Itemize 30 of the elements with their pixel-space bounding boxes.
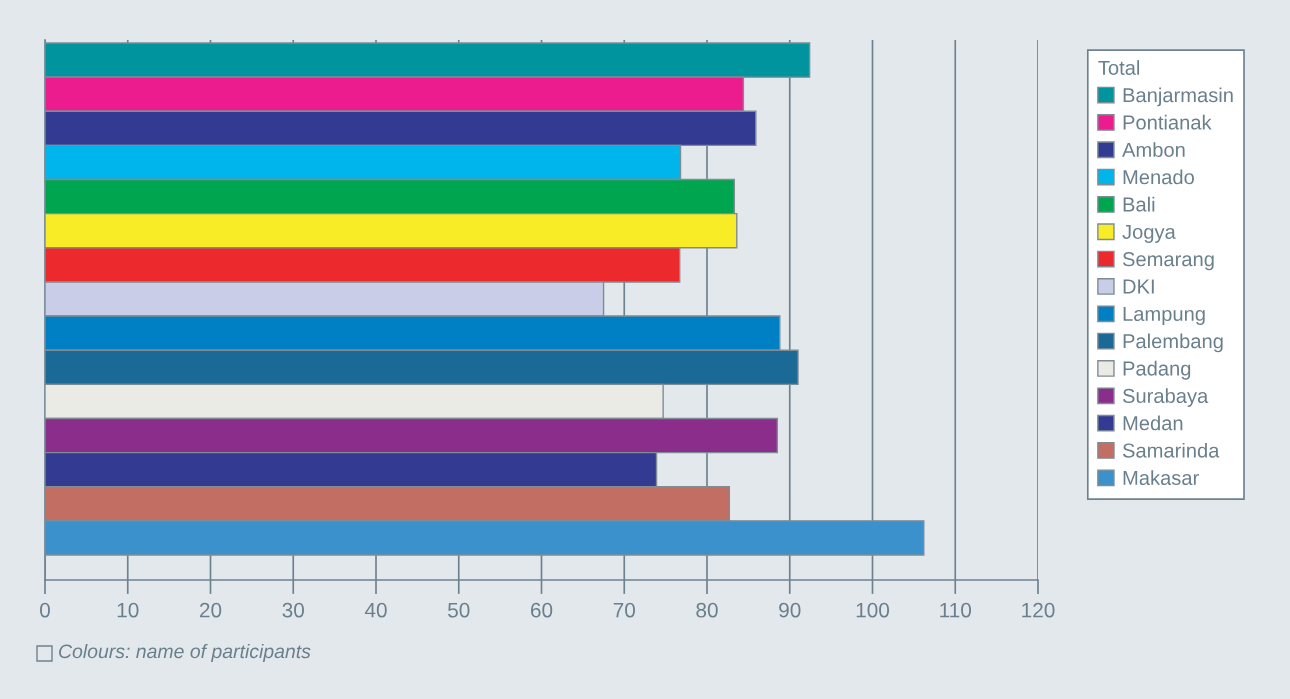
legend-label: Semarang (1122, 252, 1214, 271)
x-tick-label: 80 (696, 602, 718, 618)
x-tick-label: 10 (117, 602, 139, 618)
legend-label: Medan (1123, 415, 1183, 431)
x-tick-label: 70 (613, 602, 636, 618)
legend-label: Pontianak (1123, 114, 1212, 130)
x-tick-label: 30 (282, 602, 305, 618)
legend-label: Bali (1123, 196, 1155, 212)
legend-label: Ambon (1122, 142, 1185, 157)
x-tick-label: 60 (530, 602, 553, 618)
legend-label: Banjarmasin (1123, 87, 1233, 107)
x-tick-label: 0 (40, 602, 50, 618)
legend-label: Palembang (1123, 333, 1223, 353)
x-tick-label: 20 (199, 602, 222, 618)
legend-label: Surabaya (1122, 388, 1209, 407)
x-tick-label: 110 (940, 602, 972, 618)
legend-title: Total (1098, 60, 1140, 75)
legend-label: Menado (1123, 169, 1194, 185)
x-tick-label: 40 (364, 602, 387, 618)
legend-label: Jogya (1122, 224, 1176, 243)
x-tick-label: 100 (856, 602, 890, 618)
legend-label: Samarinda (1122, 442, 1220, 458)
text: Colours: name of participants (59, 643, 311, 663)
legend-label: Padang (1123, 360, 1191, 380)
legend-label: Lampung (1123, 306, 1205, 325)
x-tick-label: 120 (1022, 602, 1055, 618)
legend-label: Makasar (1123, 470, 1199, 486)
x-tick-label: 50 (448, 602, 470, 618)
x-tick-label: 90 (779, 602, 801, 618)
legend-label: DKI (1123, 279, 1154, 294)
